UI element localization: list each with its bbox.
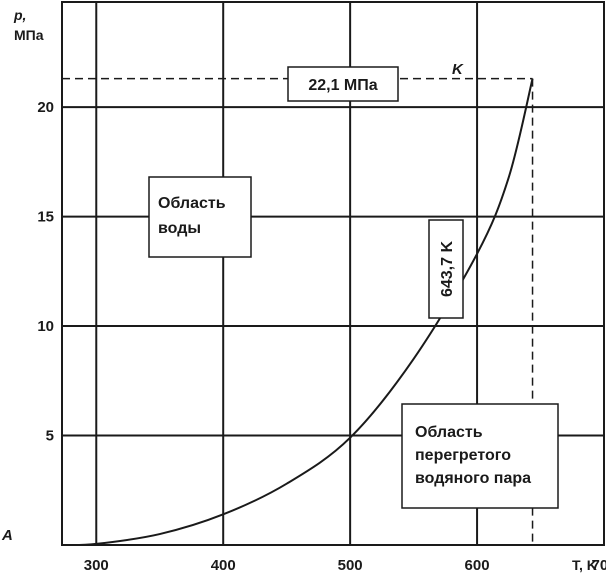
steam-region-line-3: водяного пара — [415, 470, 531, 487]
steam-region-line-1: Область — [415, 424, 483, 441]
critical-temperature-label: 643,7 K — [439, 241, 456, 297]
y-tick-label: 15 — [37, 209, 54, 226]
steam-region-box: Область перегретого водяного пара — [401, 403, 559, 509]
x-axis-label: T, K — [572, 557, 597, 573]
y-tick-label: 10 — [37, 318, 54, 335]
critical-pressure-box: 22,1 МПа — [287, 66, 399, 102]
critical-temperature-box: 643,7 K — [428, 219, 464, 319]
x-tick-label: 600 — [465, 557, 490, 574]
y-axis-symbol: p, — [13, 7, 26, 23]
water-region-line-2: воды — [158, 220, 201, 237]
tick-labels: 300 400 500 600 700 5 10 15 20 — [37, 99, 606, 574]
critical-pressure-label: 22,1 МПа — [308, 77, 377, 94]
water-region-line-1: Область — [158, 195, 226, 212]
x-tick-label: 300 — [84, 557, 109, 574]
y-axis-unit: МПа — [14, 27, 44, 43]
point-k-label: K — [452, 61, 464, 78]
x-tick-label: 400 — [211, 557, 236, 574]
point-a-label: A — [1, 527, 13, 544]
water-region-box: Область воды — [148, 176, 252, 258]
saturation-curve — [61, 78, 534, 547]
x-tick-label: 700 — [591, 557, 606, 574]
steam-region-line-2: перегретого — [415, 447, 511, 464]
x-tick-label: 500 — [338, 557, 363, 574]
plot-frame — [61, 1, 605, 546]
y-tick-label: 20 — [37, 99, 54, 116]
y-tick-label: 5 — [46, 428, 54, 445]
